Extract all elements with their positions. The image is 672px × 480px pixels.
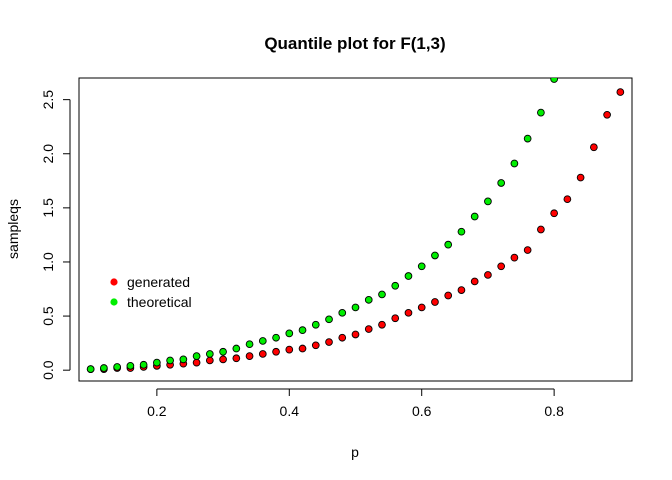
generated-point — [378, 320, 386, 329]
theoretical-point — [153, 358, 161, 367]
theoretical-point — [510, 159, 519, 168]
generated-point — [523, 246, 532, 254]
x-tick-label: 0.2 — [147, 403, 167, 419]
generated-point — [192, 358, 201, 367]
generated-point — [497, 262, 506, 271]
generated-point — [391, 314, 400, 323]
y-tick-label: 0.0 — [40, 360, 56, 380]
theoretical-point — [537, 108, 545, 117]
y-tick-label: 2.5 — [40, 90, 56, 110]
theoretical-point — [100, 364, 108, 372]
legend-label-generated: generated — [127, 274, 190, 290]
legend-marker-theoretical — [110, 298, 118, 306]
theoretical-point — [179, 355, 188, 364]
theoretical-point — [219, 347, 227, 356]
generated-point — [457, 286, 466, 294]
generated-point — [537, 225, 545, 234]
theoretical-point — [338, 308, 347, 317]
theoretical-point — [272, 333, 280, 342]
theoretical-point — [523, 134, 532, 143]
data-points — [86, 78, 625, 373]
generated-point — [325, 338, 333, 346]
theoretical-point — [351, 303, 360, 312]
theoretical-point — [404, 272, 413, 280]
theoretical-point — [470, 212, 479, 221]
theoretical-point — [232, 344, 241, 353]
generated-point — [616, 88, 625, 96]
legend: generated theoretical — [110, 274, 192, 310]
x-axis-label: p — [351, 444, 359, 460]
y-tick-label: 1.5 — [40, 198, 56, 218]
generated-point — [550, 209, 558, 218]
generated-point — [576, 173, 585, 182]
generated-point — [311, 341, 320, 350]
theoretical-point — [417, 262, 426, 271]
x-axis: 0.2 0.4 0.6 0.8 — [147, 388, 564, 419]
x-tick-label: 0.6 — [412, 403, 432, 419]
y-tick-label: 2.0 — [40, 144, 56, 164]
generated-point — [563, 195, 572, 204]
generated-point — [338, 333, 347, 342]
chart-title: Quantile plot for F(1,3) — [264, 34, 445, 53]
y-axis-label: sampleqs — [5, 199, 21, 259]
theoretical-point — [550, 78, 558, 83]
theoretical-point — [497, 179, 506, 187]
plot-frame — [78, 77, 633, 382]
theoretical-point — [285, 329, 294, 338]
generated-point — [431, 298, 439, 306]
theoretical-point — [325, 315, 333, 324]
theoretical-point — [205, 350, 214, 358]
theoretical-point — [245, 340, 254, 349]
generated-point — [351, 330, 360, 339]
generated-point — [470, 277, 479, 286]
legend-marker-generated — [110, 278, 118, 286]
generated-point — [285, 345, 294, 354]
generated-point — [444, 291, 453, 300]
generated-point — [417, 303, 426, 312]
theoretical-point — [258, 337, 267, 345]
theoretical-point — [457, 227, 466, 236]
theoretical-point — [444, 240, 453, 249]
x-tick-label: 0.8 — [544, 403, 564, 419]
y-axis: 0.0 0.5 1.0 1.5 2.0 2.5 — [40, 90, 71, 380]
generated-point — [364, 325, 373, 333]
generated-point — [245, 352, 254, 360]
generated-point — [219, 355, 227, 364]
theoretical-point — [311, 320, 320, 329]
y-tick-label: 1.0 — [40, 252, 56, 272]
theoretical-point — [126, 362, 135, 370]
theoretical-point — [86, 365, 95, 373]
generated-point — [484, 271, 492, 279]
generated-point — [298, 344, 307, 353]
theoretical-point — [166, 356, 174, 365]
generated-point — [258, 350, 267, 358]
generated-point — [232, 354, 241, 363]
theoretical-point — [298, 326, 307, 334]
theoretical-point — [113, 363, 121, 371]
generated-point — [603, 110, 611, 119]
theoretical-point — [378, 290, 386, 299]
legend-label-theoretical: theoretical — [127, 294, 192, 310]
theoretical-point — [139, 360, 148, 369]
generated-point — [272, 347, 280, 356]
generated-point — [510, 253, 519, 262]
theoretical-point — [364, 295, 373, 304]
theoretical-point — [484, 197, 492, 206]
generated-point — [590, 143, 598, 152]
generated-point — [205, 356, 214, 365]
theoretical-point — [391, 281, 400, 290]
generated-point — [404, 308, 413, 317]
y-tick-label: 0.5 — [40, 306, 56, 326]
theoretical-point — [431, 251, 439, 260]
x-tick-label: 0.4 — [280, 403, 300, 419]
theoretical-point — [192, 352, 201, 360]
